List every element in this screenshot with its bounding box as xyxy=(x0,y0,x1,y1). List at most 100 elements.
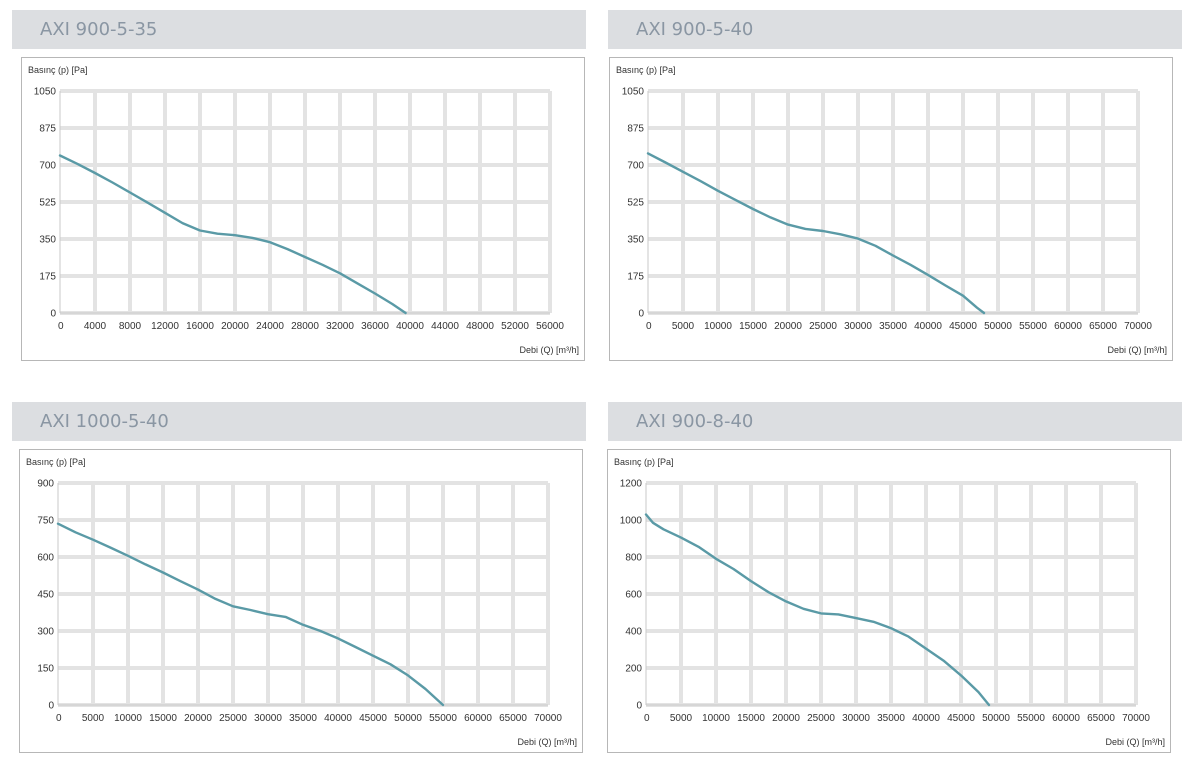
x-tick-label: 30000 xyxy=(254,713,282,724)
y-tick-label: 0 xyxy=(638,309,644,320)
x-tick-label: 50000 xyxy=(394,713,422,724)
x-tick-label: 45000 xyxy=(359,713,387,724)
y-tick-label: 200 xyxy=(625,664,642,675)
x-tick-label: 65000 xyxy=(1087,713,1115,724)
x-tick-label: 15000 xyxy=(149,713,177,724)
y-tick-label: 0 xyxy=(48,701,54,712)
x-tick-label: 25000 xyxy=(219,713,247,724)
x-tick-label: 55000 xyxy=(1019,321,1047,332)
x-tick-label: 50000 xyxy=(982,713,1010,724)
y-tick-label: 600 xyxy=(37,553,54,564)
y-tick-label: 150 xyxy=(37,664,54,675)
pressure-curve xyxy=(646,152,986,315)
x-tick-label: 20000 xyxy=(774,321,802,332)
fan-curve-chart: 1050 875 700 525 350 175 00 5000 10000 15000 20000… xyxy=(616,65,1167,355)
x-tick-label: 5000 xyxy=(670,713,693,724)
y-tick-label: 875 xyxy=(627,124,644,135)
pressure-curve xyxy=(56,522,445,707)
x-tick-label: 20000 xyxy=(184,713,212,724)
y-tick-label: 350 xyxy=(39,235,56,246)
x-tick-label: 16000 xyxy=(186,321,214,332)
x-tick-label: 52000 xyxy=(501,321,529,332)
x-tick-label: 56000 xyxy=(536,321,564,332)
y-tick-label: 525 xyxy=(627,198,644,209)
x-tick-label: 40000 xyxy=(396,321,424,332)
chart-panel-2: AXI 900-5-40 1050 875 700 525 350 175 0 0 5000 10… xyxy=(608,10,1182,368)
x-tick-label: 60000 xyxy=(1054,321,1082,332)
x-tick-label: 0 xyxy=(644,713,650,724)
y-axis-label: Basınç (p) [Pa] xyxy=(614,457,674,467)
x-tick-label: 45000 xyxy=(949,321,977,332)
x-tick-label: 30000 xyxy=(842,713,870,724)
x-tick-label: 40000 xyxy=(324,713,352,724)
y-tick-label: 525 xyxy=(39,198,56,209)
x-tick-label: 70000 xyxy=(534,713,562,724)
x-tick-label: 15000 xyxy=(739,321,767,332)
chart-panel-3: AXI 1000-5-40 900 750 600 450 300 150 0 0 5000 10… xyxy=(12,402,586,760)
x-tick-label: 10000 xyxy=(702,713,730,724)
pressure-curve xyxy=(58,154,407,315)
y-axis-label: Basınç (p) [Pa] xyxy=(26,457,86,467)
y-tick-label: 0 xyxy=(636,701,642,712)
x-axis-label: Debi (Q) [m³/h] xyxy=(1107,345,1167,355)
x-tick-label: 5000 xyxy=(82,713,105,724)
x-tick-label: 60000 xyxy=(1052,713,1080,724)
chart-panel-1: AXI 900-5-35 1050 875 700 525 350 175 0 0 4000 80… xyxy=(12,10,586,368)
x-tick-label: 35000 xyxy=(879,321,907,332)
x-tick-label: 70000 xyxy=(1122,713,1150,724)
x-axis-label: Debi (Q) [m³/h] xyxy=(519,345,579,355)
y-tick-label: 1050 xyxy=(34,87,57,98)
x-tick-label: 48000 xyxy=(466,321,494,332)
x-tick-label: 55000 xyxy=(429,713,457,724)
y-tick-label: 750 xyxy=(37,516,54,527)
x-tick-label: 24000 xyxy=(256,321,284,332)
y-tick-label: 1050 xyxy=(622,87,645,98)
x-tick-label: 0 xyxy=(56,713,62,724)
x-tick-label: 35000 xyxy=(877,713,905,724)
y-tick-label: 400 xyxy=(625,627,642,638)
x-tick-label: 50000 xyxy=(984,321,1012,332)
x-tick-label: 8000 xyxy=(119,321,142,332)
x-tick-label: 70000 xyxy=(1124,321,1152,332)
x-tick-label: 25000 xyxy=(807,713,835,724)
chart-title: AXI 900-5-35 xyxy=(12,10,586,49)
x-tick-label: 65000 xyxy=(499,713,527,724)
x-tick-label: 20000 xyxy=(772,713,800,724)
x-tick-label: 40000 xyxy=(912,713,940,724)
x-axis-label: Debi (Q) [m³/h] xyxy=(517,737,577,747)
x-tick-label: 65000 xyxy=(1089,321,1117,332)
x-tick-label: 0 xyxy=(646,321,652,332)
y-tick-label: 350 xyxy=(627,235,644,246)
y-tick-label: 800 xyxy=(625,553,642,564)
chart-box: 900 750 600 450 300 150 0 0 5000 10000 15000 20000 2… xyxy=(19,449,583,753)
x-tick-label: 12000 xyxy=(151,321,179,332)
x-tick-label: 0 xyxy=(58,321,64,332)
y-tick-label: 0 xyxy=(50,309,56,320)
x-tick-label: 55000 xyxy=(1017,713,1045,724)
y-tick-label: 900 xyxy=(37,479,54,490)
x-tick-label: 60000 xyxy=(464,713,492,724)
y-tick-label: 300 xyxy=(37,627,54,638)
y-tick-label: 175 xyxy=(627,272,644,283)
chart-box: 1050 875 700 525 350 175 0 0 4000 8000 12000 16000 2… xyxy=(21,57,585,361)
x-tick-label: 36000 xyxy=(361,321,389,332)
y-tick-label: 450 xyxy=(37,590,54,601)
x-tick-label: 5000 xyxy=(672,321,695,332)
x-tick-label: 25000 xyxy=(809,321,837,332)
x-tick-label: 10000 xyxy=(114,713,142,724)
y-tick-label: 700 xyxy=(39,161,56,172)
y-tick-label: 600 xyxy=(625,590,642,601)
x-tick-label: 20000 xyxy=(221,321,249,332)
x-tick-label: 28000 xyxy=(291,321,319,332)
x-tick-label: 4000 xyxy=(84,321,107,332)
x-tick-label: 45000 xyxy=(947,713,975,724)
chart-box: 1050 875 700 525 350 175 0 0 5000 10000 15000 20000… xyxy=(609,57,1173,361)
pressure-curve xyxy=(644,513,991,707)
y-tick-label: 700 xyxy=(627,161,644,172)
y-tick-label: 1200 xyxy=(620,479,643,490)
x-tick-label: 30000 xyxy=(844,321,872,332)
chart-box: 1200 1000 800 600 400 200 0 0 5000 10000 15000 2000… xyxy=(607,449,1171,753)
x-tick-label: 15000 xyxy=(737,713,765,724)
